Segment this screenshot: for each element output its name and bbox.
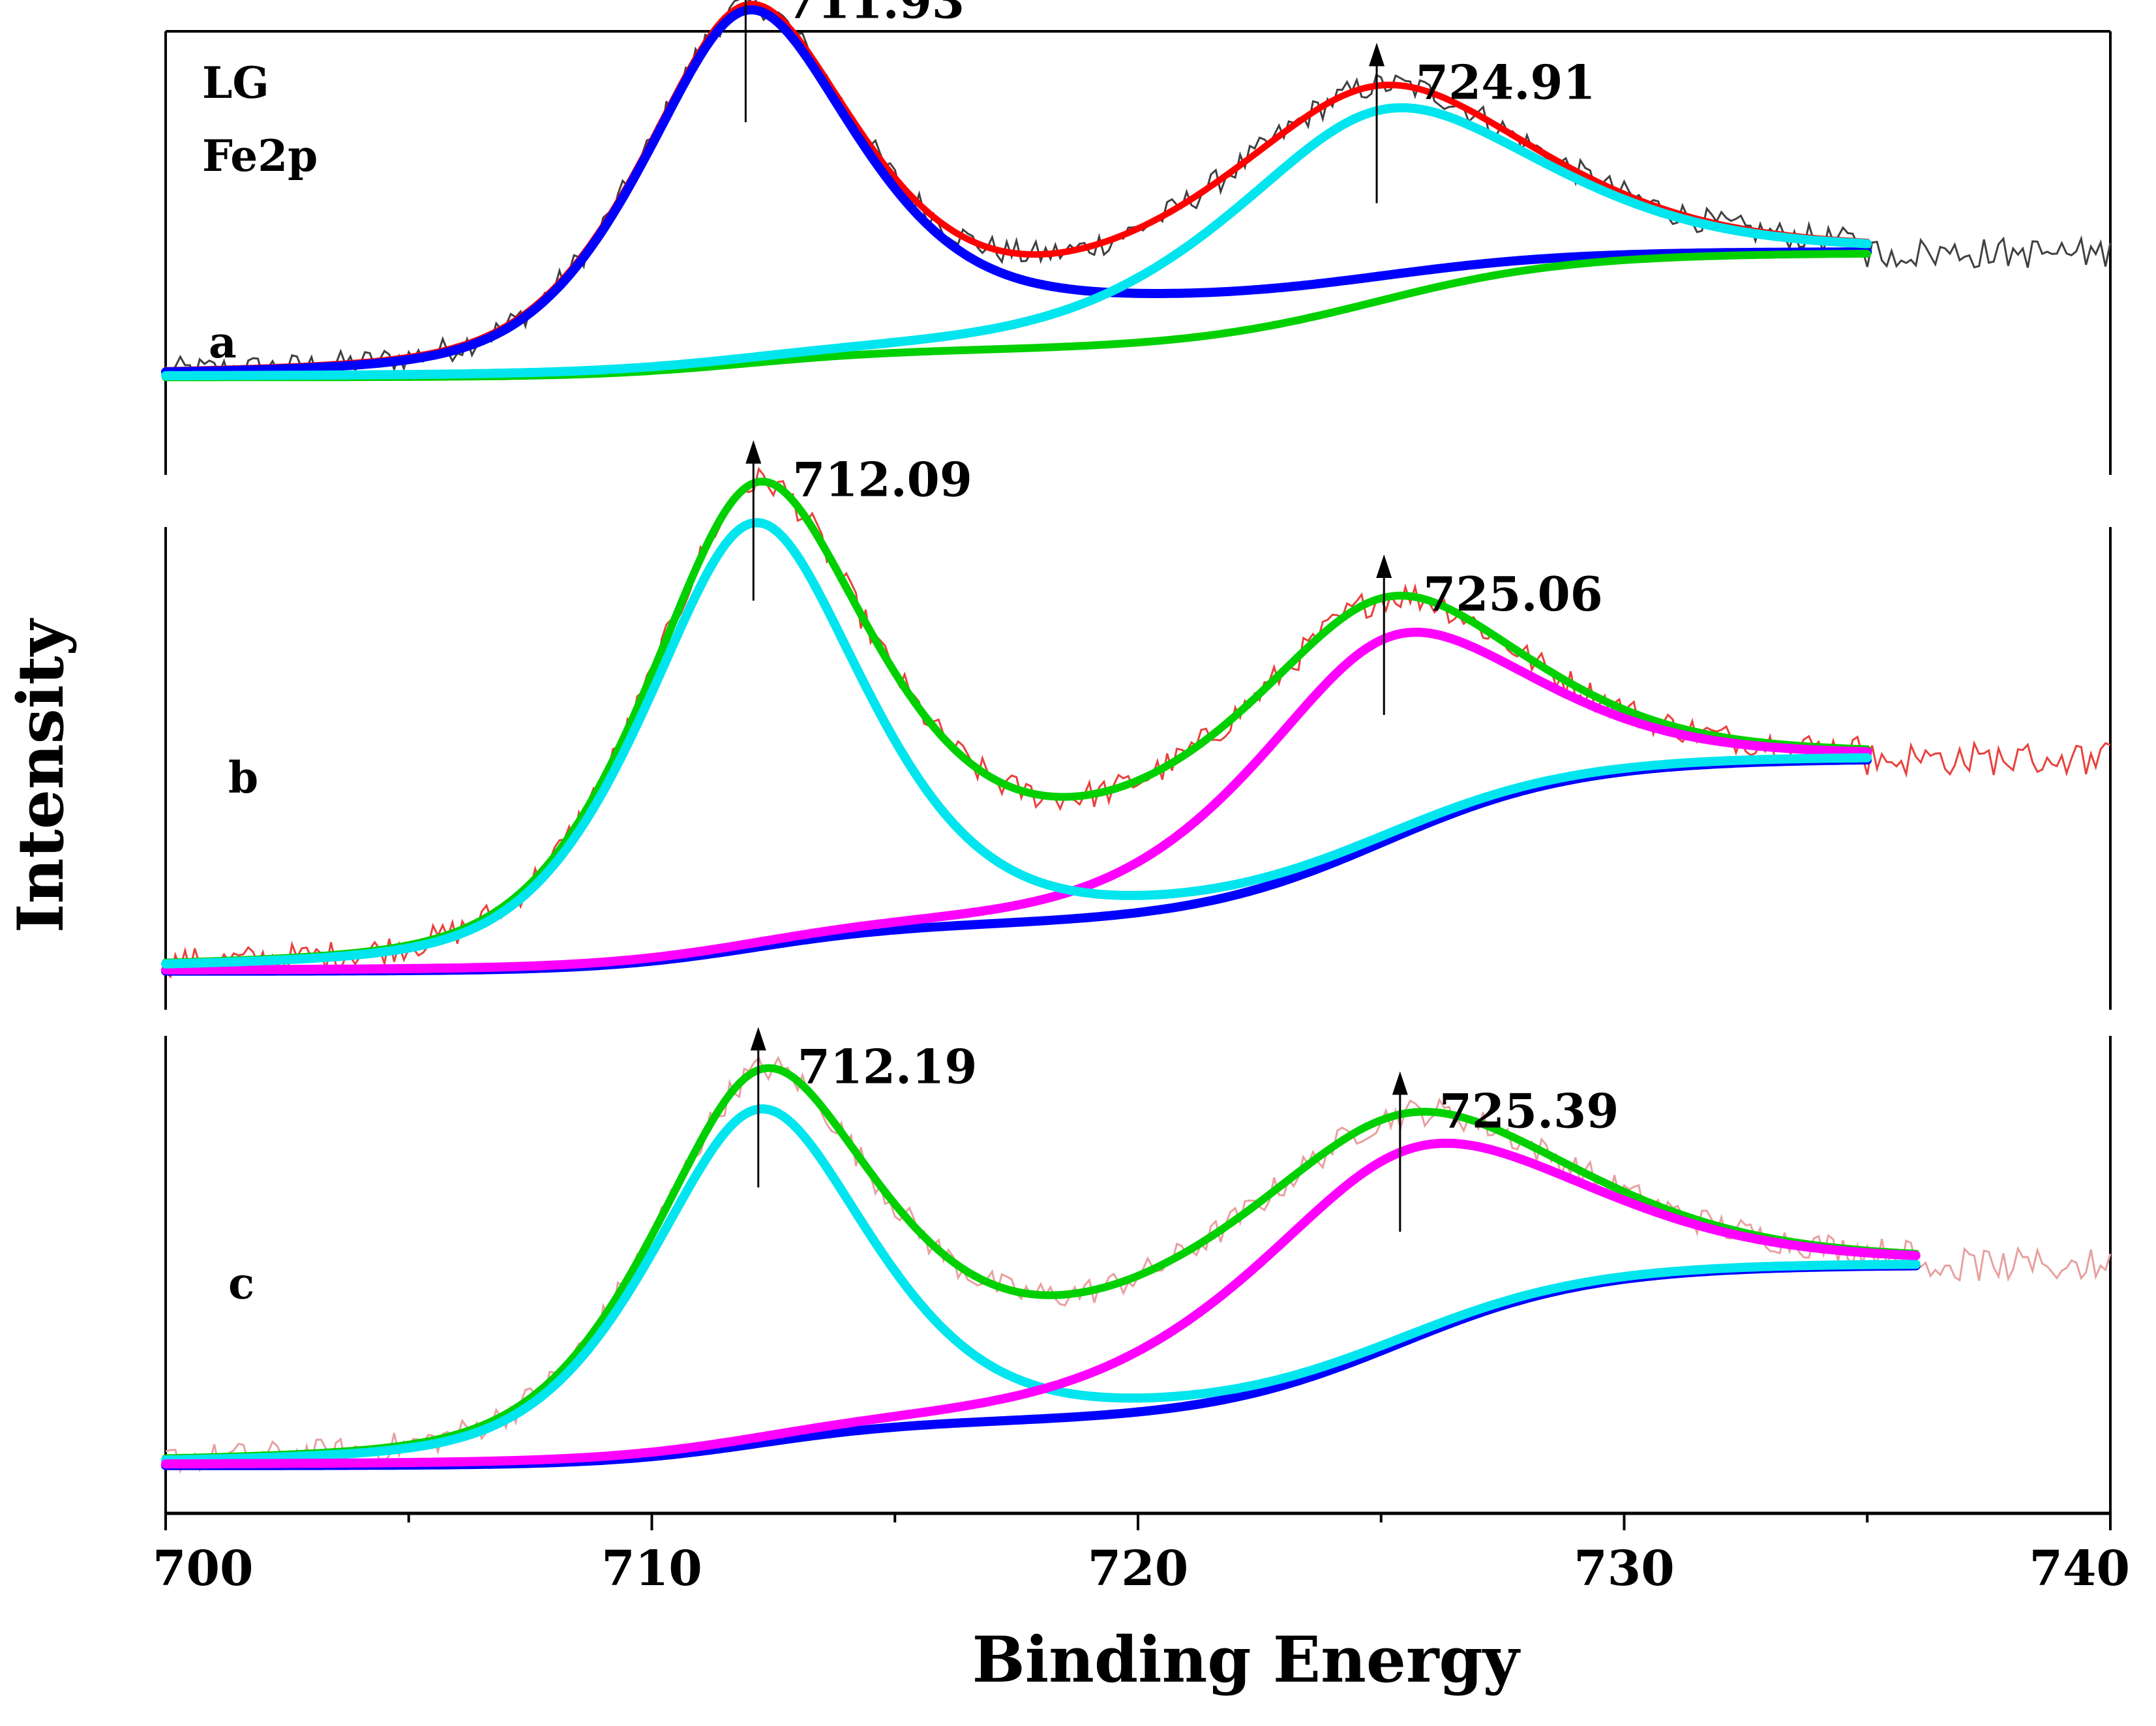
panel-c-peak-2-curve bbox=[161, 1138, 1921, 1469]
panel-a-peak-2-arrowhead bbox=[1369, 42, 1385, 67]
panel-c-peak-2-arrowhead bbox=[1392, 1071, 1408, 1095]
x-axis-title: Binding Energy bbox=[972, 1623, 1521, 1697]
x-tick-label: 710 bbox=[601, 1541, 702, 1597]
x-tick-label: 740 bbox=[2029, 1541, 2130, 1597]
panel-b-peak-1-arrowhead bbox=[745, 440, 762, 464]
panel-c-envelope-curve bbox=[162, 1064, 1920, 1462]
x-axis: 700 710 720 730 740 bbox=[153, 1511, 2130, 1597]
panel-a-envelope-curve bbox=[162, 1, 1871, 374]
y-axis-title: Intensity bbox=[4, 618, 78, 933]
panel-b-peak-2-arrowhead bbox=[1376, 554, 1392, 579]
panel-a-letter: a bbox=[209, 317, 237, 368]
panels-layer: 711.93 724.91 a LG Fe2p 712.09 725.06 b 712.19 72… bbox=[161, 0, 2112, 1513]
x-tick-label: 720 bbox=[1088, 1541, 1188, 1597]
panel-c-letter: c bbox=[228, 1258, 254, 1309]
panel-b: 712.09 725.06 b bbox=[161, 440, 2112, 1010]
x-tick-label: 700 bbox=[153, 1541, 253, 1597]
panel-a-peak-2-curve bbox=[161, 103, 1872, 380]
panel-c-peak-1-arrowhead bbox=[750, 1027, 766, 1051]
panel-a: 711.93 724.91 a LG Fe2p bbox=[161, 0, 2112, 475]
panel-b-raw-spectrum bbox=[164, 466, 2111, 979]
panel-c-peak-2-label: 725.39 bbox=[1439, 1083, 1619, 1138]
panel-c-peak-1-label: 712.19 bbox=[798, 1038, 978, 1094]
panel-a-peak-2-label: 724.91 bbox=[1416, 54, 1596, 110]
panel-a-spectrum-label: Fe2p bbox=[202, 130, 318, 181]
panel-b-envelope-curve bbox=[162, 477, 1872, 967]
panel-a-peak-1-curve bbox=[161, 5, 1872, 377]
panel-b-peak-2-label: 725.06 bbox=[1423, 566, 1603, 622]
panel-a-sample-label: LG bbox=[202, 57, 269, 108]
panel-c: 712.19 725.39 c bbox=[161, 1027, 2112, 1513]
panel-b-peak-1-curve bbox=[161, 518, 1872, 969]
panel-b-peak-2-curve bbox=[161, 628, 1872, 975]
panel-b-letter: b bbox=[228, 752, 258, 803]
panel-b-peak-1-label: 712.09 bbox=[792, 452, 972, 507]
panel-a-peak-1-label: 711.93 bbox=[785, 0, 965, 29]
x-tick-label: 730 bbox=[1574, 1541, 1674, 1597]
panel-a-raw-spectrum bbox=[164, 0, 2112, 382]
